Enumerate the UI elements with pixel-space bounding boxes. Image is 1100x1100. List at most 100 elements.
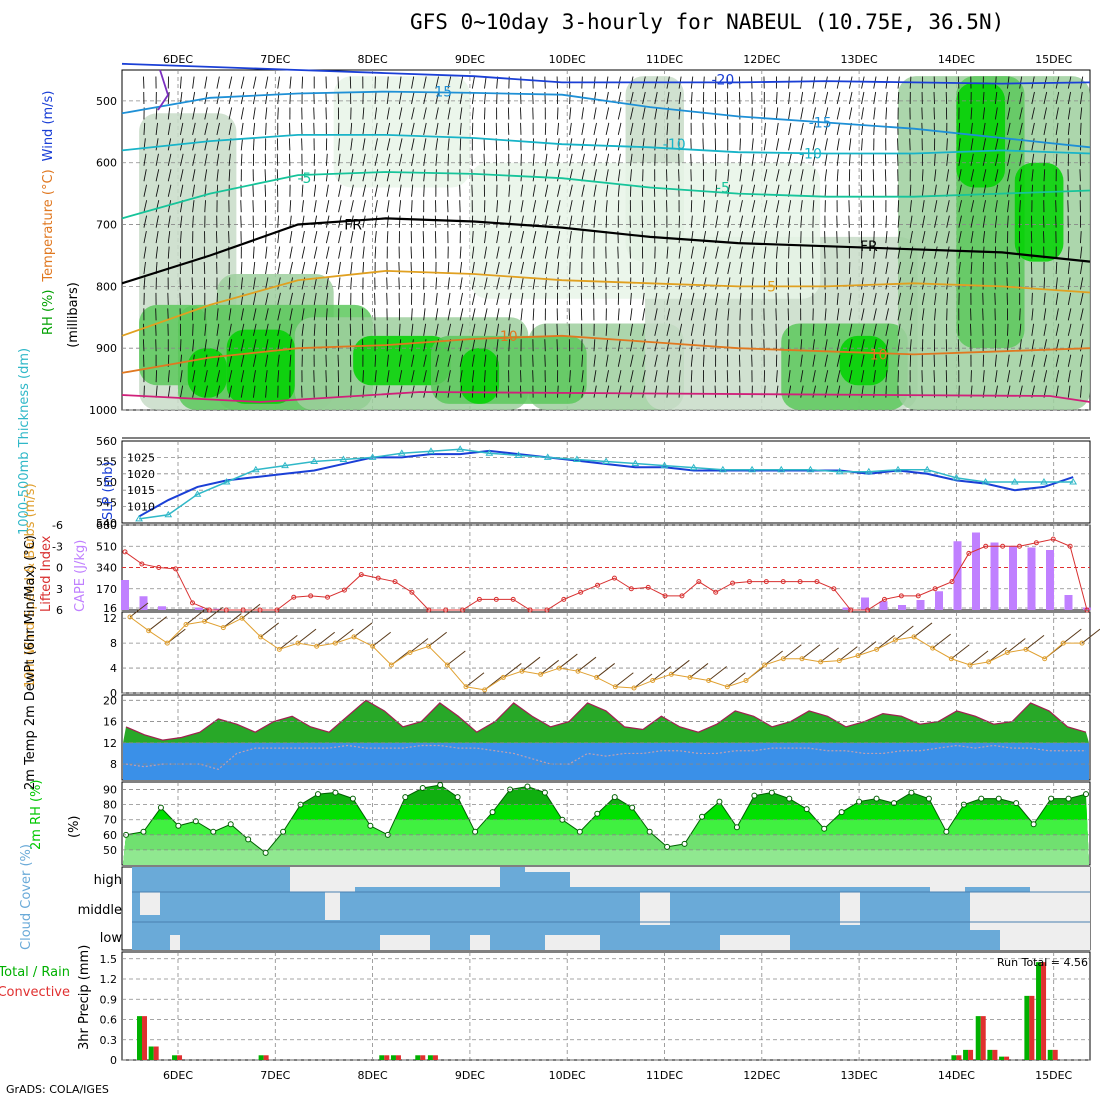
barb [1055, 308, 1059, 321]
precip-bar-conv [177, 1055, 183, 1060]
barb [252, 370, 256, 383]
rh-point [786, 795, 793, 802]
barb [897, 153, 899, 166]
barb [496, 231, 500, 244]
isotherm--15 [121, 90, 1091, 149]
barb [727, 200, 731, 213]
barb [143, 184, 147, 197]
rh-point [664, 843, 671, 850]
barb [593, 385, 597, 398]
barb [788, 231, 791, 244]
barb [946, 138, 948, 151]
barb10m [241, 603, 261, 619]
rh-point [1065, 795, 1072, 802]
barb10m [764, 650, 783, 666]
cloud-clear [325, 892, 340, 920]
barb [873, 308, 877, 321]
barb [630, 354, 634, 367]
barb [228, 277, 231, 290]
barb [642, 323, 646, 336]
li-point [341, 587, 347, 593]
li-point [274, 607, 280, 613]
rh-point [541, 789, 548, 796]
slp-ylabel: SLP (mb) [101, 461, 116, 520]
barb [374, 354, 377, 367]
barb [386, 138, 391, 151]
barb [143, 200, 148, 213]
barb [544, 200, 549, 213]
barb [179, 107, 183, 120]
barb [313, 200, 317, 213]
li-point [358, 572, 364, 578]
barb [362, 184, 367, 197]
barb [435, 153, 438, 166]
thickness-point [689, 463, 698, 471]
barb [1043, 277, 1046, 290]
barb [715, 277, 719, 290]
wind10m-point [967, 662, 973, 668]
barb [727, 323, 729, 336]
barb [593, 339, 596, 352]
cloud-ylabel: Cloud Cover (%) [19, 844, 34, 950]
y-tick-rh: 70 [103, 814, 117, 827]
barb10m [652, 666, 671, 681]
barb [678, 323, 683, 336]
barb [1019, 354, 1023, 367]
barb [739, 261, 743, 275]
axes-labels: 6DEC 6DEC 7DEC 7DEC 8DEC 8DEC 9DEC 9DEC 10DEC 10D… [0, 53, 1088, 1082]
barb [1079, 169, 1081, 182]
barb [386, 231, 389, 244]
thickness-line [138, 448, 1074, 520]
barb [885, 215, 887, 228]
li-point [865, 607, 871, 613]
barb [739, 230, 744, 244]
y-tick-thickness: 550 [96, 476, 117, 489]
barb [240, 153, 243, 166]
contour-label: FR [860, 239, 878, 255]
barb [1080, 231, 1082, 244]
barb [824, 122, 829, 136]
li-point [915, 593, 921, 599]
barb [800, 91, 804, 105]
barb [994, 107, 998, 120]
barb [265, 122, 267, 135]
li-point [240, 607, 246, 613]
barb [848, 292, 852, 305]
barb [921, 261, 926, 275]
barb [362, 215, 366, 228]
cape-bar [213, 608, 222, 610]
barb [544, 184, 549, 197]
barb [411, 76, 415, 89]
barb [702, 308, 707, 321]
barb [800, 385, 804, 398]
wind10m-point [706, 678, 712, 684]
isotherm-5 [121, 269, 1091, 337]
barb [1043, 215, 1045, 228]
precip-bar-total [415, 1055, 421, 1060]
thickness-point [368, 453, 377, 460]
barb [836, 153, 840, 166]
barb [338, 138, 340, 151]
barb [350, 231, 354, 244]
barb [617, 308, 620, 321]
barb [569, 231, 572, 244]
barb [605, 354, 609, 367]
barb [374, 153, 379, 166]
barb [654, 122, 657, 135]
cloud-clear [290, 867, 355, 892]
barb [192, 215, 194, 228]
barb [581, 153, 585, 166]
barb [1019, 91, 1023, 105]
barb [873, 261, 876, 275]
barb [192, 122, 196, 136]
precip-ylabel: 3hr Precip (mm) [77, 945, 92, 1050]
cloud-level-low: low [100, 931, 123, 946]
barb [459, 91, 463, 105]
barb [934, 292, 937, 305]
barb [1007, 370, 1011, 383]
cloud-clear [355, 867, 500, 887]
barb [423, 354, 427, 367]
barb [873, 292, 877, 306]
barb [763, 215, 768, 228]
wind10m-point [332, 640, 338, 646]
